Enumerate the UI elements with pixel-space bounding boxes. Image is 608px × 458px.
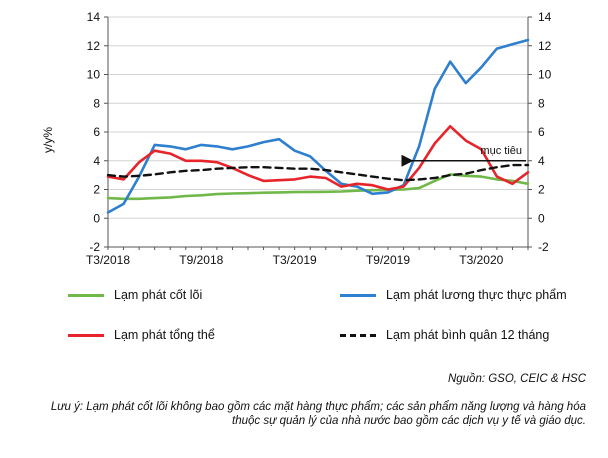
legend-label: Lạm phát lương thực thực phẩm: [386, 288, 567, 302]
x-tick-label: T3/2019: [273, 253, 317, 267]
y-tick-label: 8: [93, 96, 100, 110]
x-tick-label: T3/2020: [459, 253, 503, 267]
legend-item-food: Lạm phát lương thực thực phẩm: [340, 288, 567, 302]
y-tick-label-right: 14: [538, 10, 552, 24]
y-tick-label-right: -2: [538, 240, 549, 254]
legend-swatch: [340, 333, 376, 337]
y-tick-label-right: 4: [538, 154, 545, 168]
x-tick-label: T9/2019: [366, 253, 410, 267]
series-line-3: [106, 163, 530, 182]
y-tick-label: 10: [87, 68, 101, 82]
legend-item-core: Lạm phát cốt lõi: [68, 288, 202, 302]
y-tick-label: -2: [89, 240, 100, 254]
y-tick-label-right: 12: [538, 39, 552, 53]
y-tick-label: 0: [93, 211, 100, 225]
legend-label: Lạm phát cốt lõi: [114, 288, 203, 302]
legend-label: Lạm phát tổng thể: [114, 328, 215, 342]
y-axis-label: y/y%: [41, 127, 55, 153]
series-line-2: [106, 125, 530, 191]
source-text: Nguồn: GSO, CEIC & HSC: [447, 373, 586, 385]
y-tick-label: 12: [87, 39, 101, 53]
y-tick-label-right: 8: [538, 96, 545, 110]
footnote: Lưu ý: Lạm phát cốt lõi không bao gồm cá…: [50, 401, 586, 427]
axes: -2 -2 0 0 2 2 4 4 6 6 8 8 10 10 12 12 14 14 T3/2018 T9/2018…: [86, 10, 552, 267]
legend-label: Lạm phát bình quân 12 tháng: [386, 328, 550, 342]
series-lines: [106, 38, 530, 214]
legend-item-average: Lạm phát bình quân 12 tháng: [340, 328, 549, 342]
legend-item-headline: Lạm phát tổng thể: [68, 328, 215, 342]
y-tick-label: 4: [93, 154, 100, 168]
inflation-chart: -2 -2 0 0 2 2 4 4 6 6 8 8 10 10 12 12 14 14 T3/2018 T9/2018…: [41, 10, 552, 267]
y-tick-label-right: 0: [538, 211, 545, 225]
legend-swatch: [68, 333, 104, 337]
y-tick-label: 14: [87, 10, 101, 24]
x-tick-label: T9/2018: [179, 253, 223, 267]
annotations: mục tiêu: [401, 145, 526, 167]
target-label: mục tiêu: [480, 145, 522, 157]
legend-swatch: [68, 293, 104, 297]
y-tick-label: 6: [93, 125, 100, 139]
y-tick-label-right: 2: [538, 183, 545, 197]
series-line-1: [106, 38, 530, 214]
y-tick-label: 2: [93, 183, 100, 197]
chart-legend: Lạm phát cốt lõi Lạm phát lương thực thự…: [60, 282, 600, 352]
y-tick-label-right: 10: [538, 68, 552, 82]
x-tick-label: T3/2018: [86, 253, 130, 267]
gridlines: [108, 16, 528, 219]
legend-swatch: [340, 293, 376, 297]
y-tick-label-right: 6: [538, 125, 545, 139]
